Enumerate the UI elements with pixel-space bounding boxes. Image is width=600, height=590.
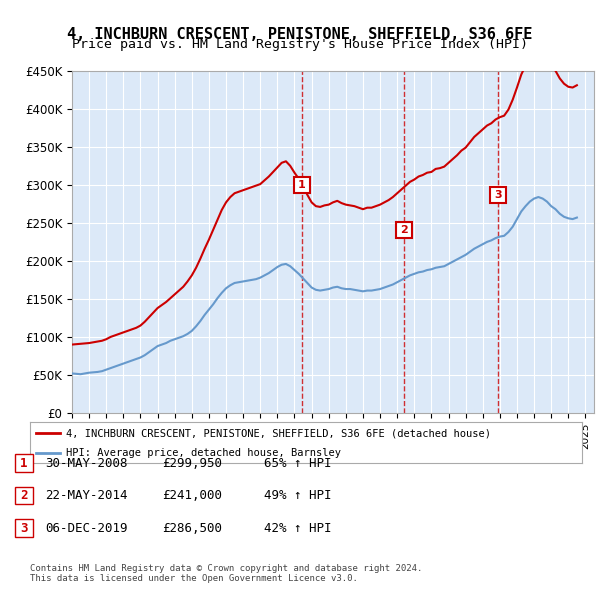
Text: 2: 2 (20, 489, 28, 502)
Text: 2: 2 (400, 225, 408, 235)
Text: 30-MAY-2008: 30-MAY-2008 (45, 457, 128, 470)
Text: 65% ↑ HPI: 65% ↑ HPI (264, 457, 331, 470)
Text: 4, INCHBURN CRESCENT, PENISTONE, SHEFFIELD, S36 6FE: 4, INCHBURN CRESCENT, PENISTONE, SHEFFIE… (67, 27, 533, 41)
Text: 4, INCHBURN CRESCENT, PENISTONE, SHEFFIELD, S36 6FE (detached house): 4, INCHBURN CRESCENT, PENISTONE, SHEFFIE… (66, 428, 491, 438)
Text: Price paid vs. HM Land Registry's House Price Index (HPI): Price paid vs. HM Land Registry's House … (72, 38, 528, 51)
Text: 1: 1 (298, 180, 305, 190)
Text: 42% ↑ HPI: 42% ↑ HPI (264, 522, 331, 535)
Text: 3: 3 (20, 522, 28, 535)
Text: Contains HM Land Registry data © Crown copyright and database right 2024.
This d: Contains HM Land Registry data © Crown c… (30, 563, 422, 583)
Text: £286,500: £286,500 (162, 522, 222, 535)
Text: 06-DEC-2019: 06-DEC-2019 (45, 522, 128, 535)
Text: £299,950: £299,950 (162, 457, 222, 470)
Text: 22-MAY-2014: 22-MAY-2014 (45, 489, 128, 502)
Text: 49% ↑ HPI: 49% ↑ HPI (264, 489, 331, 502)
Text: 1: 1 (20, 457, 28, 470)
Text: 3: 3 (494, 190, 502, 200)
Text: HPI: Average price, detached house, Barnsley: HPI: Average price, detached house, Barn… (66, 448, 341, 458)
Text: £241,000: £241,000 (162, 489, 222, 502)
